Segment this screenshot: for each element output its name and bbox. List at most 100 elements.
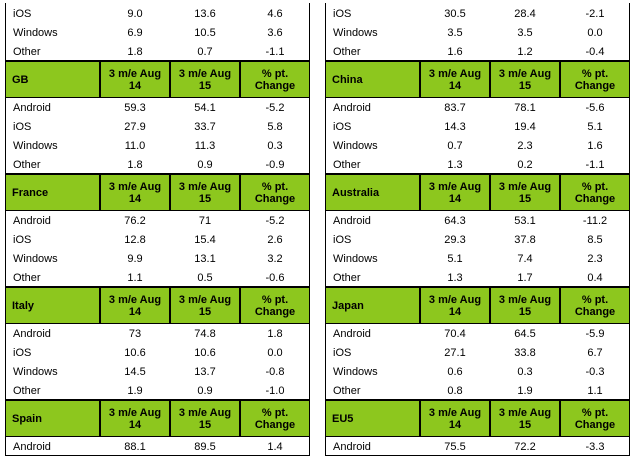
- column-header: 3 m/e Aug 15: [490, 174, 560, 211]
- country-header: China: [325, 61, 420, 98]
- value-cell: -5.2: [265, 101, 285, 114]
- value-cell: 33.7: [194, 120, 216, 133]
- value-cell: 14.5: [124, 365, 146, 378]
- row-label: Other: [333, 158, 361, 171]
- value-cell: 54.1: [194, 101, 216, 114]
- value-cell: -0.6: [265, 271, 285, 284]
- value-cell: -0.9: [265, 158, 285, 171]
- value-cell: 0.4: [587, 271, 603, 284]
- value-cell: 0.3: [517, 365, 533, 378]
- value-cell: 0.7: [197, 45, 213, 58]
- row-label: Android: [13, 214, 51, 227]
- value-cell: 7.4: [517, 252, 533, 265]
- value-cell: 0.5: [197, 271, 213, 284]
- row-label: Windows: [333, 365, 378, 378]
- value-cell: 59.3: [124, 101, 146, 114]
- row-label: Windows: [13, 252, 58, 265]
- value-cell: 64.3: [444, 214, 466, 227]
- value-cell: -1.1: [585, 158, 605, 171]
- row-block: [5, 3, 310, 61]
- value-cell: 27.1: [444, 346, 466, 359]
- value-cell: 30.5: [444, 7, 466, 20]
- country-header: Japan: [325, 287, 420, 324]
- value-cell: 5.1: [447, 252, 463, 265]
- value-cell: -2.1: [585, 7, 605, 20]
- value-cell: -11.2: [582, 214, 608, 227]
- row-label: Android: [13, 101, 51, 114]
- value-cell: 72.2: [514, 440, 536, 453]
- value-cell: 76.2: [124, 214, 146, 227]
- value-cell: 29.3: [444, 233, 466, 246]
- value-cell: 0.8: [447, 384, 463, 397]
- column-header: 3 m/e Aug 14: [100, 400, 170, 437]
- column-header: % pt. Change: [560, 174, 630, 211]
- value-cell: 10.6: [124, 346, 146, 359]
- column-header: % pt. Change: [240, 174, 310, 211]
- value-cell: 2.3: [517, 139, 533, 152]
- value-cell: 33.8: [514, 346, 536, 359]
- country-header: GB: [5, 61, 100, 98]
- value-cell: -3.3: [585, 440, 605, 453]
- value-cell: 3.6: [267, 26, 283, 39]
- value-cell: 2.3: [587, 252, 603, 265]
- row-label: Android: [333, 327, 371, 340]
- value-cell: 9.9: [127, 252, 143, 265]
- row-label: Android: [333, 440, 371, 453]
- row-block: [325, 210, 630, 287]
- value-cell: 1.2: [517, 45, 533, 58]
- row-label: iOS: [333, 233, 352, 246]
- value-cell: 28.4: [514, 7, 536, 20]
- column-header: % pt. Change: [240, 61, 310, 98]
- row-label: Android: [13, 440, 51, 453]
- value-cell: 19.4: [514, 120, 536, 133]
- row-label: Windows: [13, 26, 58, 39]
- row-block: [5, 323, 310, 400]
- column-header: % pt. Change: [240, 287, 310, 324]
- row-label: Android: [13, 327, 51, 340]
- value-cell: -5.9: [585, 327, 605, 340]
- value-cell: 6.7: [587, 346, 603, 359]
- value-cell: 88.1: [124, 440, 146, 453]
- value-cell: 1.8: [127, 45, 143, 58]
- value-cell: 1.8: [267, 327, 283, 340]
- row-label: iOS: [333, 7, 352, 20]
- value-cell: -5.2: [265, 214, 285, 227]
- value-cell: 0.0: [267, 346, 283, 359]
- value-cell: 1.3: [447, 271, 463, 284]
- value-cell: 10.6: [194, 346, 216, 359]
- row-label: Other: [333, 45, 361, 58]
- value-cell: 13.6: [194, 7, 216, 20]
- value-cell: 1.3: [447, 158, 463, 171]
- column-header: % pt. Change: [560, 400, 630, 437]
- value-cell: -1.0: [265, 384, 285, 397]
- country-header: Spain: [5, 400, 100, 437]
- value-cell: 6.9: [127, 26, 143, 39]
- value-cell: 12.8: [124, 233, 146, 246]
- value-cell: 53.1: [514, 214, 536, 227]
- row-label: iOS: [13, 120, 32, 133]
- value-cell: 1.6: [447, 45, 463, 58]
- row-label: Other: [13, 158, 41, 171]
- value-cell: 2.6: [267, 233, 283, 246]
- row-label: Windows: [333, 26, 378, 39]
- value-cell: 0.3: [267, 139, 283, 152]
- value-cell: 4.6: [267, 7, 283, 20]
- row-label: Windows: [13, 139, 58, 152]
- country-header: Australia: [325, 174, 420, 211]
- column-header: 3 m/e Aug 15: [170, 287, 240, 324]
- column-header: 3 m/e Aug 15: [170, 61, 240, 98]
- row-label: Windows: [333, 139, 378, 152]
- value-cell: 1.1: [587, 384, 603, 397]
- column-header: % pt. Change: [560, 287, 630, 324]
- value-cell: 13.7: [194, 365, 216, 378]
- row-label: iOS: [13, 346, 32, 359]
- value-cell: 1.8: [127, 158, 143, 171]
- value-cell: 0.9: [197, 158, 213, 171]
- value-cell: 15.4: [194, 233, 216, 246]
- value-cell: 0.2: [517, 158, 533, 171]
- row-label: Other: [333, 271, 361, 284]
- row-label: iOS: [13, 233, 32, 246]
- value-cell: 3.5: [447, 26, 463, 39]
- value-cell: 78.1: [514, 101, 536, 114]
